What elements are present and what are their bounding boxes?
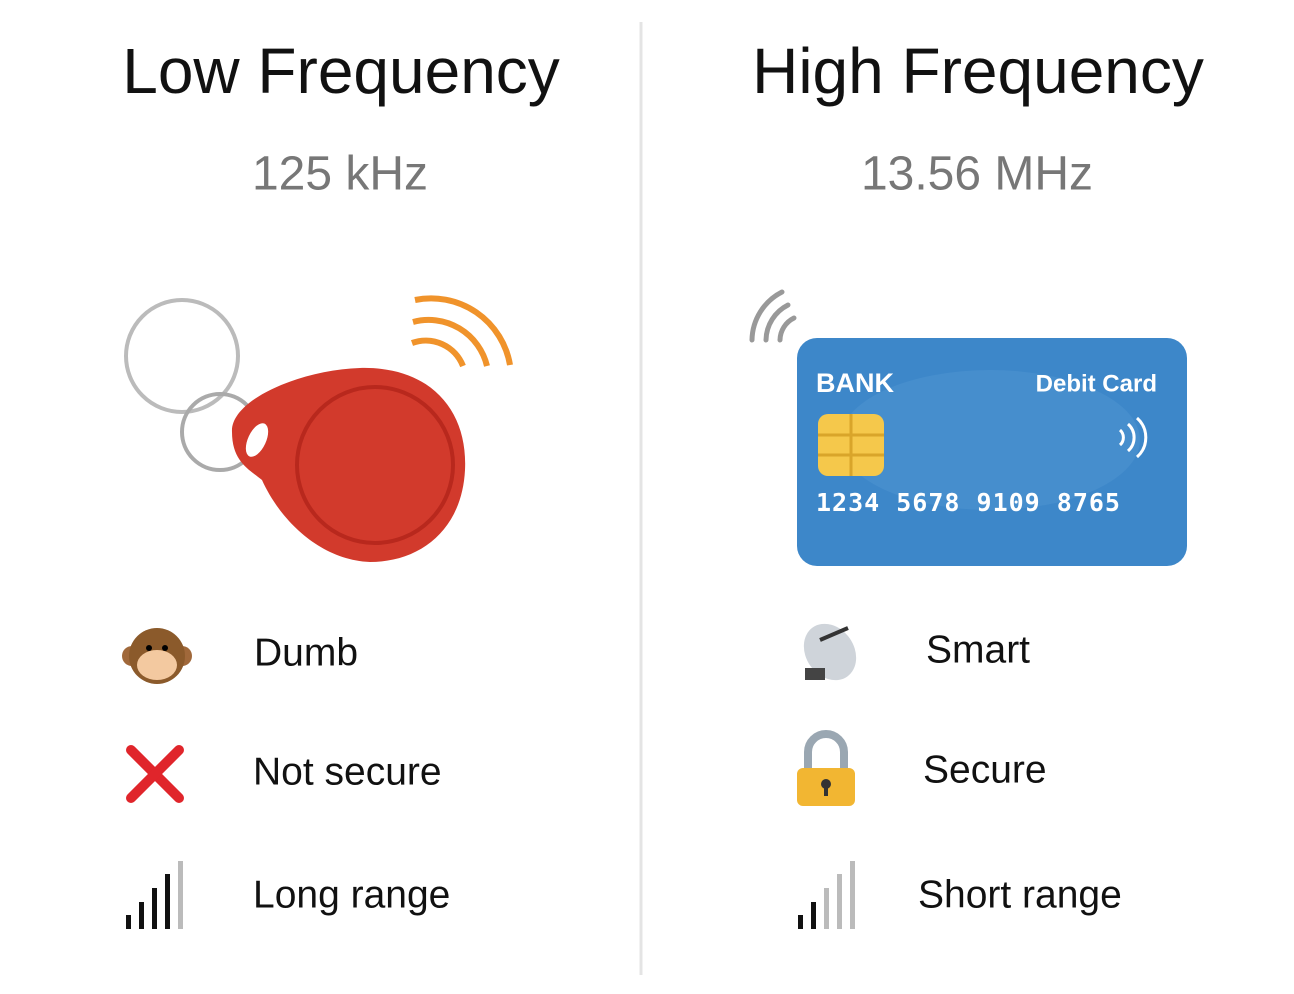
monkey-icon [122,628,192,684]
feature-label: Secure [923,748,1047,791]
card-bank: BANK [816,368,894,398]
signal-icon [798,861,855,929]
cross-icon [126,745,184,803]
lock-icon [797,730,855,806]
feature-label: Not secure [253,750,442,793]
card-image: BANK Debit Card 1234 5678 9109 8765 [749,289,1187,566]
card-type: Debit Card [1036,370,1157,397]
left-frequency: 125 kHz [252,148,428,201]
left-title: Low Frequency [122,35,560,107]
feature-label: Short range [918,873,1122,916]
satellite-icon [803,623,857,681]
feature-label: Smart [926,628,1030,671]
right-title: High Frequency [752,35,1204,107]
feature-label: Long range [253,873,450,916]
card-number: 1234 5678 9109 8765 [816,488,1121,517]
right-frequency: 13.56 MHz [861,148,1093,201]
feature-label: Dumb [254,631,358,674]
signal-icon [126,861,183,929]
keyfob-image [124,295,513,562]
